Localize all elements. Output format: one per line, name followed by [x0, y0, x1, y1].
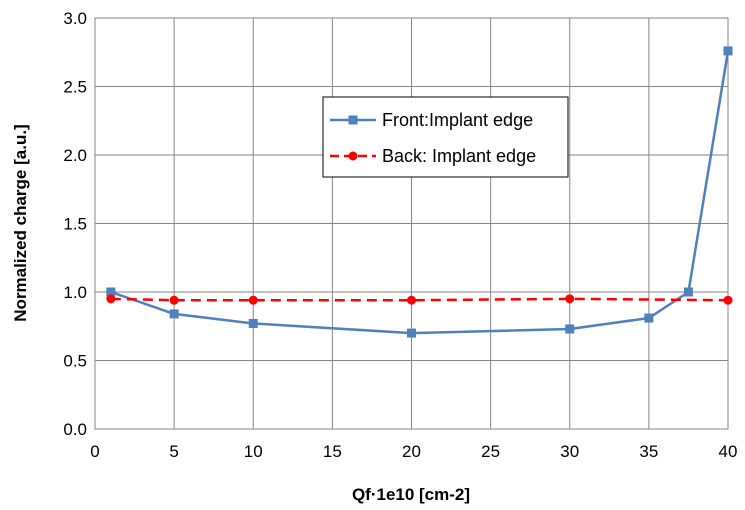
data-point	[683, 287, 693, 297]
data-point	[106, 287, 116, 297]
y-axis-ticks: 0.0 0.5 1.0 1.5 2.0 2.5 3.0	[63, 9, 87, 439]
series-line	[110, 50, 730, 335]
data-point	[565, 294, 575, 304]
legend-label: Back: Implant edge	[382, 146, 536, 166]
data-point	[248, 319, 258, 329]
series-1	[106, 46, 733, 338]
data-point	[407, 328, 416, 338]
x-axis-title: Qf·1e10 [cm-2]	[352, 485, 470, 504]
y-tick-label: 3.0	[63, 9, 87, 28]
y-axis-title: Normalized charge [a.u.]	[11, 124, 30, 321]
data-point	[169, 295, 179, 305]
legend: Front:Implant edge Back: Implant edge	[322, 96, 569, 178]
legend-box	[322, 96, 569, 178]
data-point	[407, 295, 416, 305]
data-point	[248, 295, 258, 305]
data-point	[723, 46, 733, 56]
x-tick-label: 5	[169, 442, 178, 461]
x-tick-label: 10	[244, 442, 263, 461]
y-tick-label: 0.0	[63, 420, 87, 439]
legend-entry-2: Back: Implant edge	[330, 146, 536, 166]
legend-swatch-marker	[348, 151, 358, 161]
data-point	[169, 309, 179, 319]
y-tick-label: 2.0	[63, 146, 87, 165]
y-tick-label: 1.5	[63, 215, 87, 234]
data-point	[723, 295, 733, 305]
x-tick-label: 20	[402, 442, 421, 461]
legend-label: Front:Implant edge	[382, 110, 533, 130]
x-tick-label: 40	[719, 442, 738, 461]
legend-entry-1: Front:Implant edge	[330, 110, 533, 130]
x-tick-label: 15	[323, 442, 342, 461]
x-tick-label: 30	[560, 442, 579, 461]
y-tick-label: 0.5	[63, 352, 87, 371]
x-axis-ticks: 0 5 10 15 20 25 30 35 40	[90, 442, 737, 461]
x-tick-label: 0	[90, 442, 99, 461]
x-tick-label: 25	[481, 442, 500, 461]
series-line	[110, 297, 729, 302]
grid	[94, 17, 729, 430]
y-tick-label: 2.5	[63, 78, 87, 97]
data-point	[644, 313, 654, 323]
data-point	[565, 324, 575, 334]
y-tick-label: 1.0	[63, 283, 87, 302]
x-tick-label: 35	[639, 442, 658, 461]
series-2	[106, 294, 733, 305]
series-layer	[106, 46, 733, 338]
data-point	[106, 294, 116, 304]
legend-swatch-marker	[348, 115, 358, 125]
